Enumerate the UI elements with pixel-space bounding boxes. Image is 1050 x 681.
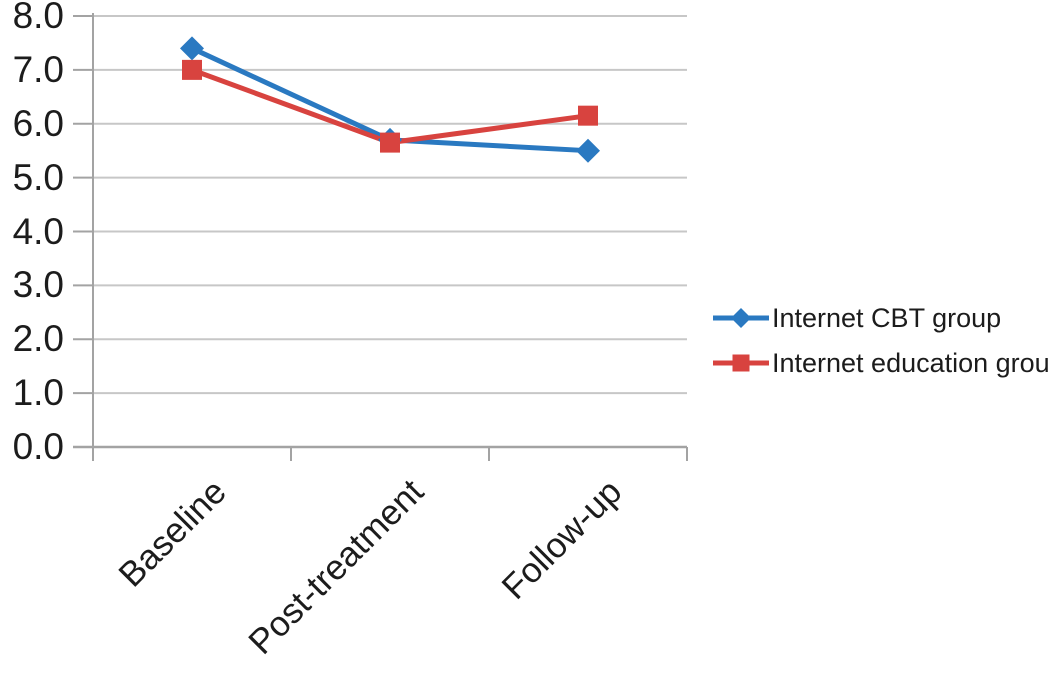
data-point-marker [180, 36, 204, 61]
y-tick-label: 6.0 [12, 102, 64, 144]
data-point-marker [578, 105, 598, 126]
y-tick-label: 2.0 [12, 318, 64, 360]
y-tick-label: 3.0 [12, 264, 64, 306]
data-point-marker [182, 59, 202, 80]
legend-line-square-icon [713, 354, 769, 372]
legend-item: Internet education group [712, 345, 1050, 381]
data-point-marker [576, 138, 600, 163]
legend: Internet CBT group Internet education gro… [712, 300, 1050, 390]
y-tick-label: 5.0 [12, 156, 64, 198]
y-tick-label: 1.0 [12, 372, 64, 414]
y-tick-label: 7.0 [12, 48, 64, 90]
y-tick-label: 0.0 [12, 426, 64, 467]
legend-label: Internet CBT group [772, 302, 1002, 333]
y-tick-label: 4.0 [12, 210, 64, 252]
legend-line-diamond-icon [713, 308, 769, 328]
data-point-marker [380, 132, 400, 153]
legend-label: Internet education group [772, 347, 1050, 378]
y-tick-label: 8.0 [12, 0, 64, 36]
legend-item: Internet CBT group [712, 300, 1050, 336]
